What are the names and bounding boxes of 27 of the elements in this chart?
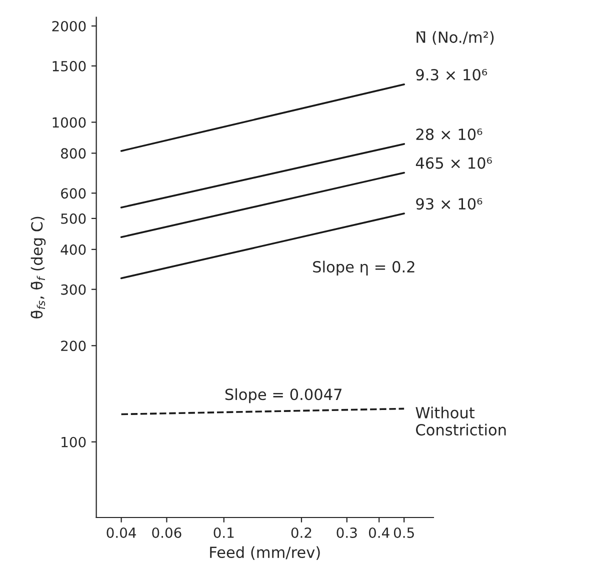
x-tick-label: 0.4 — [368, 527, 390, 538]
y-tick-label: 100 — [62, 436, 86, 448]
x-axis-title: Feed (mm/rev) — [210, 546, 320, 560]
x-tick-label: 0.3 — [336, 527, 357, 538]
y-tick-label: 600 — [61, 188, 86, 199]
annotation: Slope η = 0.2 — [313, 260, 414, 276]
annotation: Slope = 0.0047 — [225, 388, 342, 404]
y-axis-title: θ̄$_{fs}$, θ̄$_{f}$ (deg C) — [30, 216, 46, 318]
y-tick-label: 1500 — [52, 60, 86, 72]
series-label: 93 × 10⁶ — [416, 198, 482, 210]
y-tick-label: 300 — [61, 284, 86, 295]
y-tick-label: 2000 — [52, 20, 86, 32]
y-tick-label: 1000 — [52, 117, 86, 128]
x-tick-label: 0.04 — [106, 527, 136, 538]
y-tick-label: 200 — [61, 340, 86, 352]
series-label: 465 × 10⁶ — [416, 157, 492, 169]
series-label: 28 × 10⁶ — [416, 128, 482, 140]
y-tick-label: 800 — [61, 148, 86, 159]
x-tick-label: 0.5 — [394, 527, 414, 538]
series-label: 9.3 × 10⁶ — [416, 68, 488, 81]
x-tick-label: 0.2 — [291, 527, 312, 538]
x-tick-label: 0.1 — [214, 527, 234, 538]
x-tick-label: 0.06 — [152, 527, 182, 538]
series-label: Without Constriction — [416, 406, 506, 436]
legend-title: N̄ (No./m²) — [416, 31, 494, 45]
y-tick-label: 400 — [60, 244, 86, 255]
y-tick-label: 500 — [61, 213, 86, 224]
